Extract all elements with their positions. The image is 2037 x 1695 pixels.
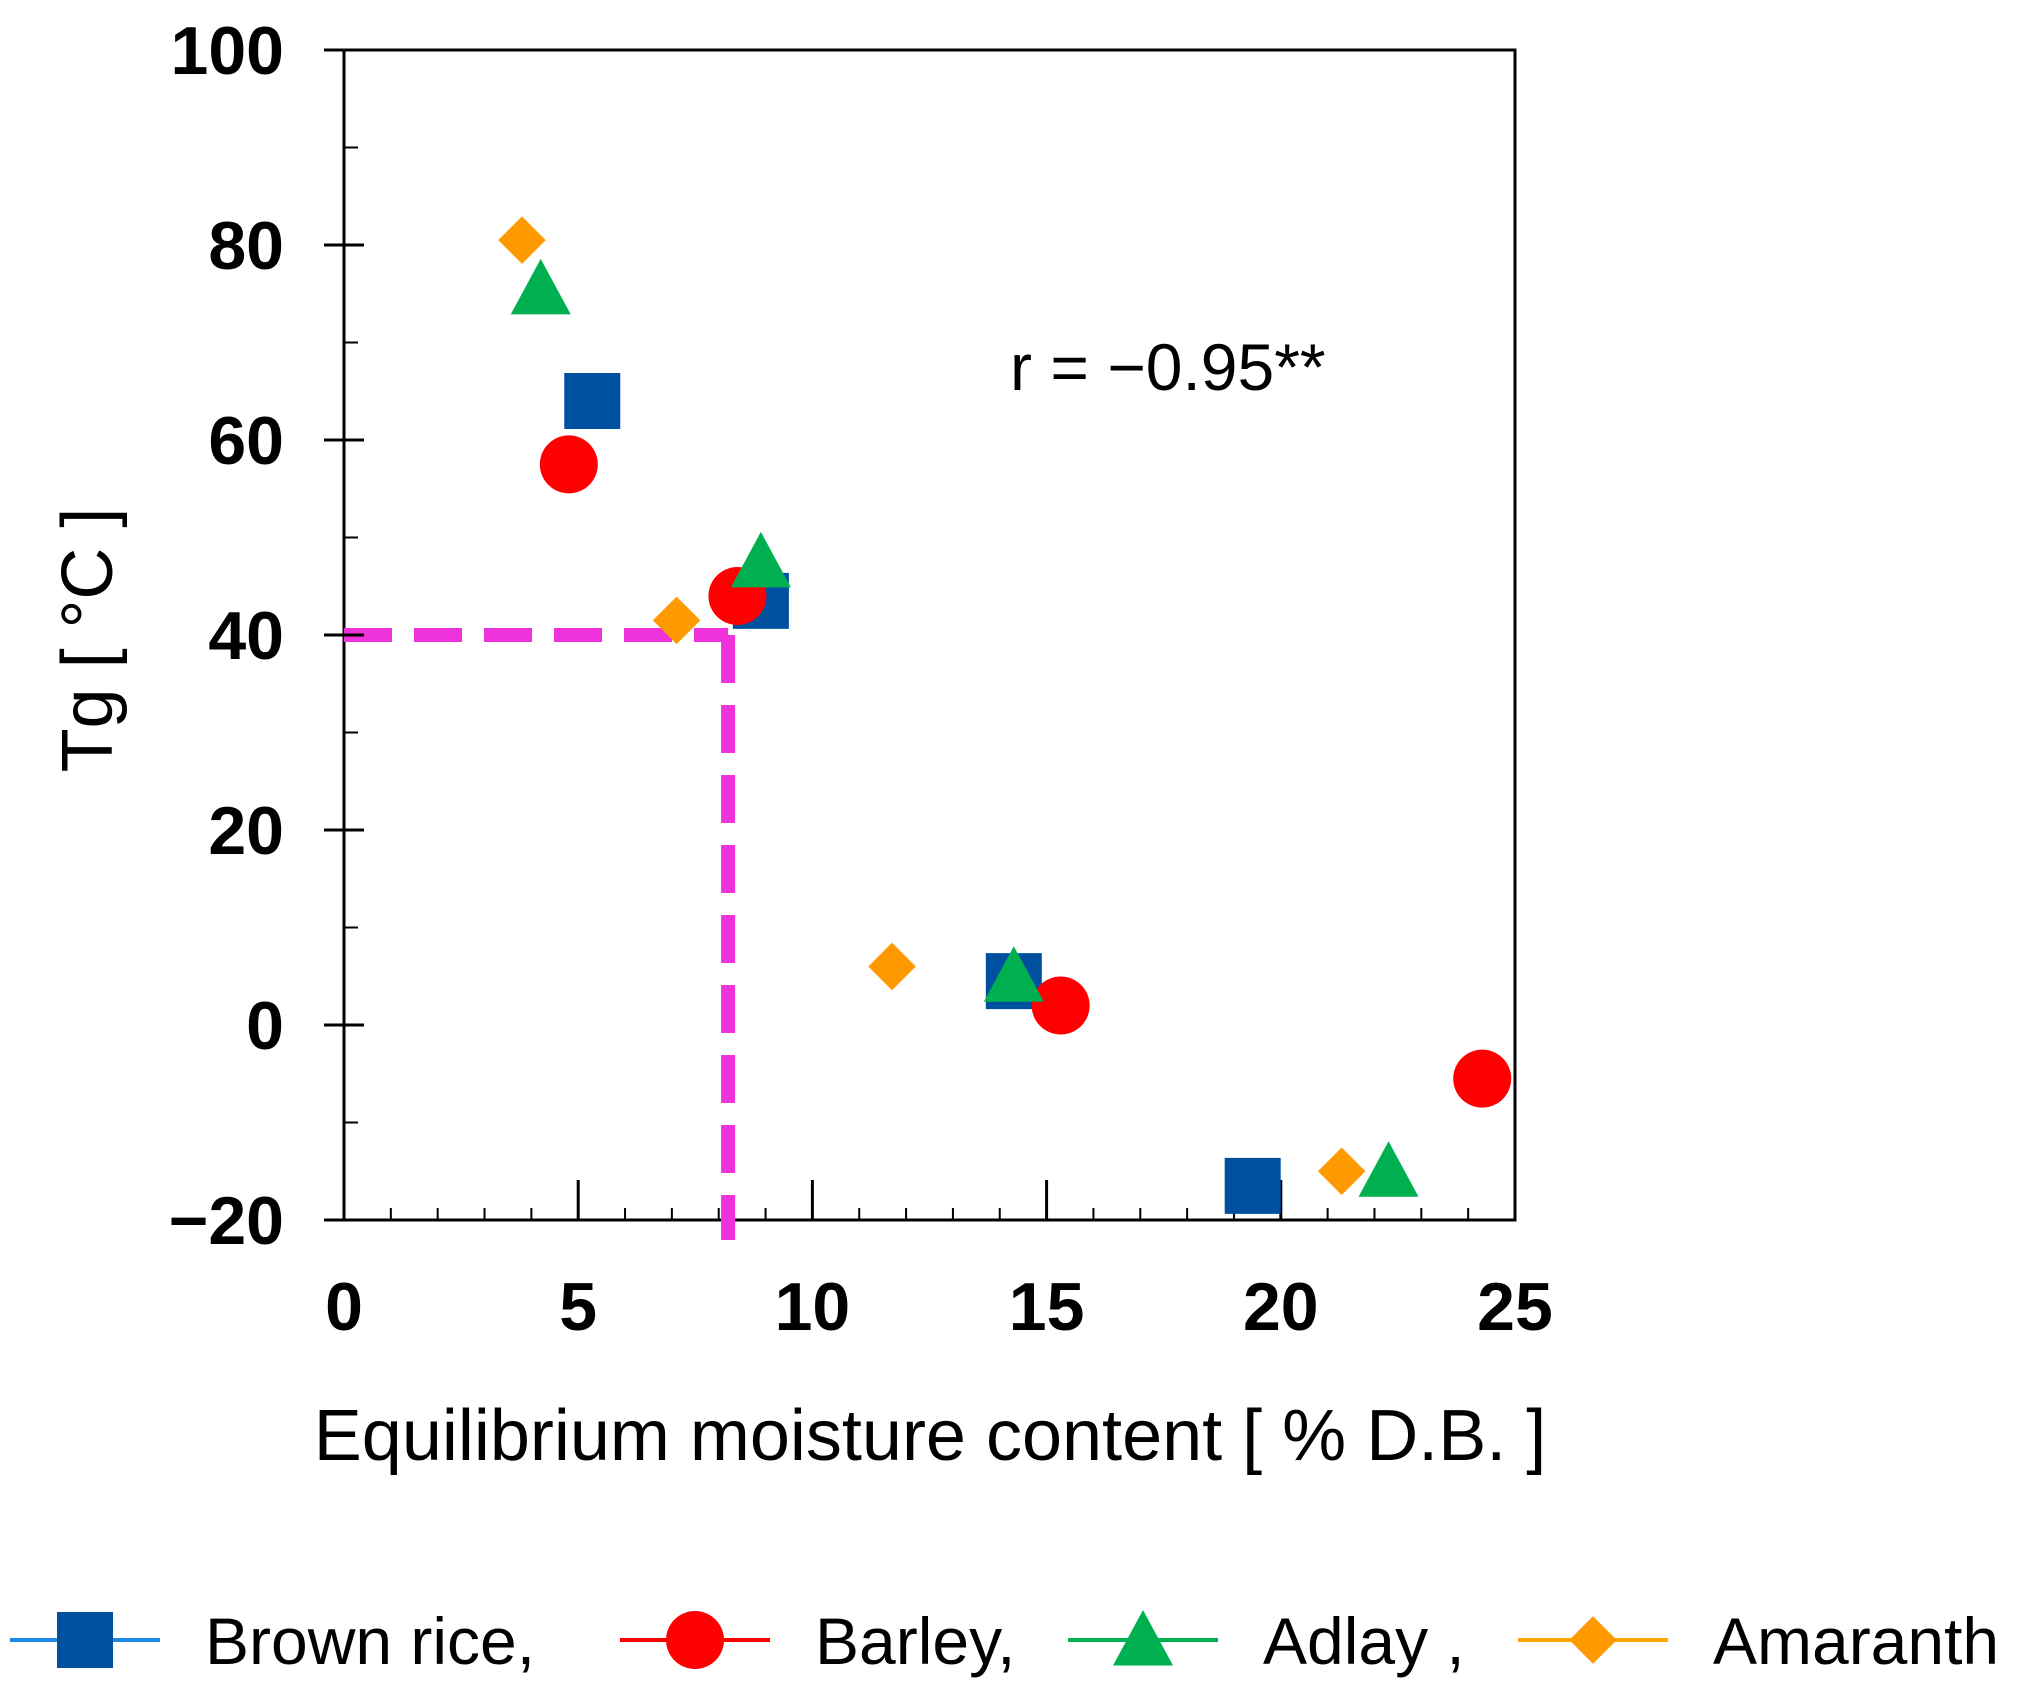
y-axis-title: Tg [ °C ]	[48, 508, 128, 773]
legend-marker-amaranth	[1569, 1616, 1617, 1664]
y-tick-label: −20	[169, 1183, 284, 1259]
point-adlay	[1358, 1141, 1419, 1197]
legend-label-amaranth: Amaranth	[1713, 1604, 1999, 1678]
legend-marker-barley	[666, 1611, 724, 1669]
point-amaranth	[1317, 1147, 1366, 1195]
y-tick-label: 80	[208, 208, 284, 284]
x-tick-label: 5	[559, 1269, 597, 1345]
x-tick-label: 20	[1243, 1269, 1319, 1345]
legend-label-brown-rice: Brown rice,	[205, 1604, 535, 1678]
annotation-correlation: r = −0.95**	[1010, 330, 1326, 404]
x-tick-label: 0	[325, 1269, 363, 1345]
y-tick-label: 20	[208, 793, 284, 869]
point-adlay	[983, 946, 1044, 1002]
point-amaranth	[868, 942, 916, 991]
data-points	[498, 216, 1512, 1214]
x-axis-title: Equilibrium moisture content [ % D.B. ]	[314, 1396, 1546, 1476]
point-barley	[1031, 976, 1090, 1035]
point-amaranth	[498, 216, 546, 264]
x-tick-label: 25	[1477, 1269, 1553, 1345]
x-tick-label: 10	[775, 1269, 851, 1345]
y-tick-label: 100	[171, 13, 284, 89]
point-brown-rice	[1224, 1157, 1281, 1214]
minor-ticks	[344, 146, 1470, 1220]
major-ticks	[324, 48, 1517, 1222]
legend-marker-brown-rice	[57, 1612, 113, 1668]
reference-lines	[344, 628, 736, 1240]
point-adlay	[510, 258, 571, 315]
x-tick-label: 15	[1009, 1269, 1085, 1345]
point-amaranth	[652, 596, 701, 645]
legend: Brown rice, Barley, Adlay , Amaranth	[10, 1604, 1999, 1678]
y-tick-labels: −20 0 20 40 60 80 100	[169, 13, 284, 1259]
point-brown-rice	[564, 373, 621, 429]
y-tick-label: 0	[246, 988, 284, 1064]
legend-label-adlay: Adlay ,	[1263, 1604, 1465, 1678]
legend-label-barley: Barley,	[815, 1604, 1016, 1678]
point-barley	[539, 435, 598, 494]
y-tick-label: 60	[208, 403, 284, 479]
x-tick-labels: 0 5 10 15 20 25	[325, 1269, 1553, 1345]
y-tick-label: 40	[208, 598, 284, 674]
legend-marker-adlay	[1113, 1610, 1173, 1666]
point-adlay	[730, 531, 791, 588]
point-barley	[1453, 1049, 1512, 1108]
